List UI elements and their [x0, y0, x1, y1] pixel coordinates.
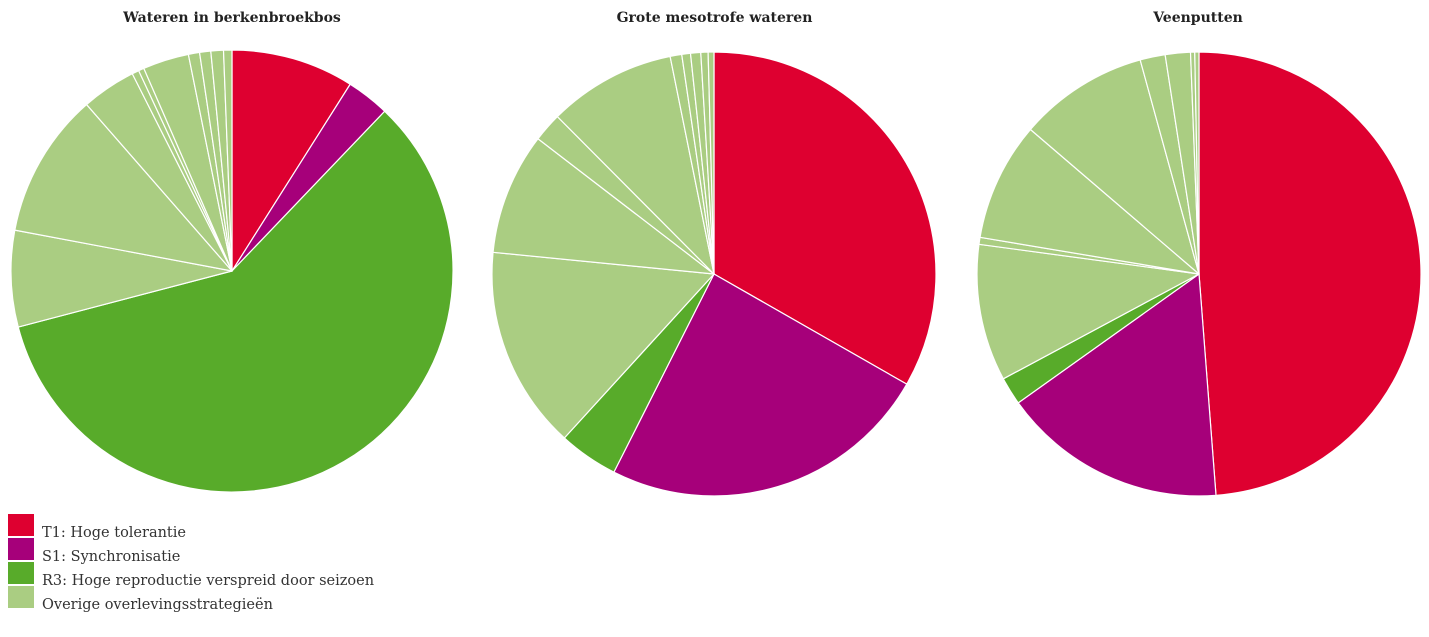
pie-slice-t1-0	[1198, 51, 1422, 496]
pie-chart-berkenbroekbos: Wateren in berkenbroekbos	[10, 0, 454, 500]
pie-slice-overig-3	[976, 243, 1200, 380]
legend-swatch-overig	[8, 586, 34, 608]
legend-label-s1: S1: Synchronisatie	[42, 549, 181, 565]
pie-slice-overig-6	[1029, 59, 1200, 275]
pie-slice-overig-10	[1194, 51, 1200, 275]
legend-swatch-t1	[8, 514, 34, 536]
pie-veenputten	[976, 51, 1422, 497]
pie-slice-overig-11	[707, 51, 715, 275]
legend-label-overig: Overige overlevingsstrategieën	[42, 597, 273, 613]
pie-chart-mesotrofe-wateren: Grote mesotrofe wateren	[491, 0, 937, 500]
chart-title: Grote mesotrofe wateren	[616, 10, 813, 26]
pie-slice-s1-1	[1017, 273, 1217, 497]
pie-slice-overig-12	[222, 49, 233, 272]
pie-slice-overig-6	[556, 55, 715, 275]
pie-slice-t1-0	[713, 51, 937, 385]
chart-title: Veenputten	[1153, 10, 1243, 26]
pie-chart-veenputten: Veenputten	[975, 0, 1422, 500]
pie-slice-t1-0	[231, 49, 351, 272]
legend-swatch-s1	[8, 538, 34, 560]
pie-slice-overig-3	[491, 251, 715, 439]
pie-slice-r3-2	[17, 110, 454, 493]
pie-mesotrofe-wateren	[491, 51, 937, 497]
chart-title: Wateren in berkenbroekbos	[123, 10, 341, 26]
pie-slice-overig-4	[492, 138, 715, 275]
pie-slice-overig-4	[14, 103, 233, 272]
pie-berkenbroekbos	[10, 49, 454, 493]
legend-swatch-r3	[8, 562, 34, 584]
pie-slice-overig-5	[979, 128, 1200, 275]
pie-slice-s1-1	[613, 273, 908, 497]
legend-label-r3: R3: Hoge reproductie verspreid door seiz…	[42, 573, 375, 589]
legend-label-t1: T1: Hoge tolerantie	[42, 525, 186, 541]
